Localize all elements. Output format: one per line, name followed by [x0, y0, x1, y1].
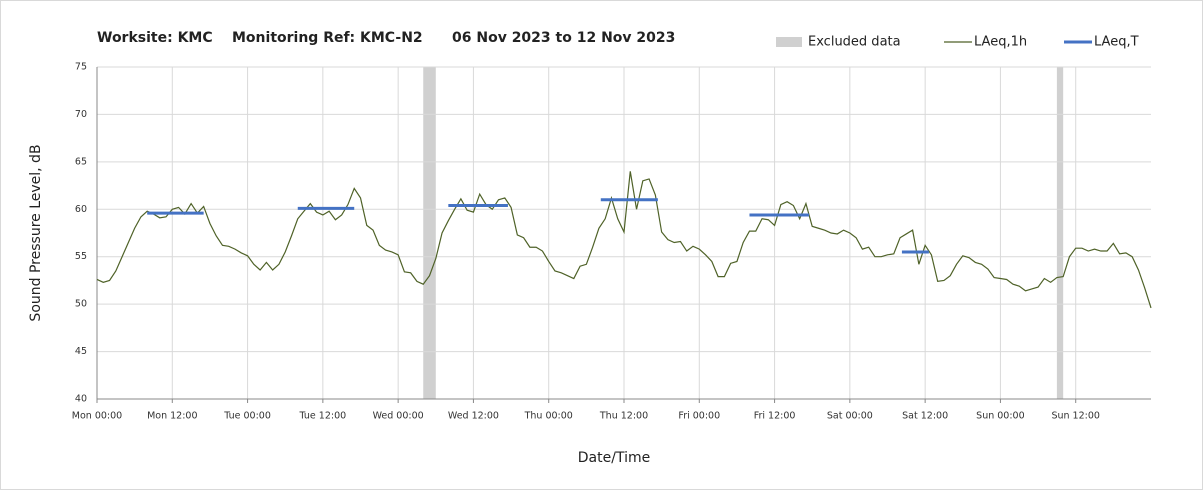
laeq-1h-line: [96, 171, 1152, 309]
legend-label: LAeq,T: [1094, 35, 1139, 50]
x-tick-label: Sat 12:00: [902, 411, 948, 422]
x-tick-label: Tue 12:00: [299, 411, 347, 422]
x-tick-label: Fri 12:00: [754, 411, 796, 422]
title-site: Worksite: KMC: [97, 30, 213, 46]
x-tick-label: Thu 12:00: [599, 411, 648, 422]
x-tick-label: Wed 00:00: [373, 411, 424, 422]
legend-label: Excluded data: [808, 35, 901, 50]
y-tick-label: 45: [75, 346, 87, 357]
title-ref: Monitoring Ref: KMC-N2: [232, 30, 423, 46]
x-tick-label: Mon 12:00: [147, 411, 197, 422]
x-tick-label: Sat 00:00: [827, 411, 873, 422]
title-period: 06 Nov 2023 to 12 Nov 2023: [452, 30, 675, 46]
excluded-band: [1056, 67, 1064, 399]
x-tick-label: Sun 12:00: [1051, 411, 1099, 422]
legend-swatch: [776, 37, 802, 47]
x-tick-label: Mon 00:00: [72, 411, 122, 422]
y-tick-label: 65: [75, 156, 87, 167]
y-tick-label: 60: [75, 204, 87, 215]
x-tick-label: Wed 12:00: [448, 411, 499, 422]
x-tick-label: Tue 00:00: [223, 411, 271, 422]
y-tick-label: 70: [75, 109, 87, 120]
x-axis-label: Date/Time: [578, 450, 650, 466]
y-tick-label: 40: [75, 394, 87, 405]
y-axis-label: Sound Pressure Level, dB: [28, 144, 44, 321]
y-tick-label: 50: [75, 299, 87, 310]
x-tick-label: Fri 00:00: [678, 411, 720, 422]
y-tick-label: 55: [75, 251, 87, 262]
x-tick-label: Thu 00:00: [524, 411, 573, 422]
x-tick-label: Sun 00:00: [976, 411, 1024, 422]
y-tick-label: 75: [75, 62, 87, 73]
excluded-band: [423, 67, 436, 399]
legend-label: LAeq,1h: [974, 35, 1027, 50]
